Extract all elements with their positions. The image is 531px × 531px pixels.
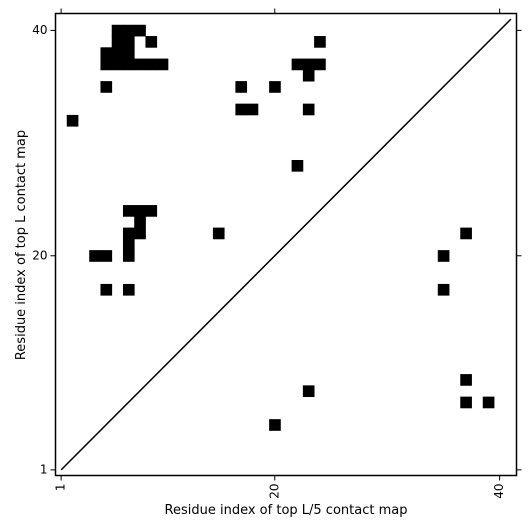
plot-frame xyxy=(54,12,518,477)
contact-cell xyxy=(111,24,124,37)
y-tick-label: 1 xyxy=(40,462,48,476)
y-axis-label: Residue index of top L contact map xyxy=(14,130,29,360)
diagonal-line xyxy=(60,18,512,471)
contact-cell xyxy=(100,250,113,262)
contact-cell xyxy=(314,36,326,48)
contact-cell xyxy=(482,396,495,409)
contact-cell xyxy=(212,227,225,240)
plot-area xyxy=(55,13,517,476)
x-tick-label: 40 xyxy=(492,484,506,499)
x-tick-label: 20 xyxy=(267,484,281,499)
contact-cell xyxy=(235,103,248,116)
contact-cell xyxy=(145,58,158,71)
contact-cell xyxy=(156,58,169,71)
contact-cell xyxy=(100,81,113,93)
x-axis-label: Residue index of top L/5 contact map xyxy=(165,503,408,518)
contact-cell xyxy=(111,36,124,48)
contact-cell xyxy=(100,47,113,59)
x-tick-label: 1 xyxy=(54,484,68,492)
axis-ticks: 1 20 40 1 20 40 xyxy=(32,8,522,499)
contact-cell xyxy=(122,227,135,240)
contact-cell xyxy=(302,58,315,71)
contact-cell xyxy=(134,24,146,37)
y-tick-label: 40 xyxy=(32,23,47,37)
contact-cell xyxy=(122,47,135,59)
contact-cell xyxy=(122,283,135,296)
contact-cell xyxy=(314,58,326,71)
contact-cell xyxy=(302,385,315,398)
contact-cell xyxy=(134,227,146,240)
contact-cell xyxy=(134,58,146,71)
contact-cell xyxy=(122,238,135,251)
contact-cell xyxy=(246,103,259,116)
contact-cell xyxy=(122,58,135,71)
contact-cell xyxy=(460,227,472,240)
contact-cell xyxy=(134,205,146,217)
contact-cell xyxy=(100,58,113,71)
contact-cell xyxy=(122,250,135,262)
y-tick-label: 20 xyxy=(32,248,47,262)
contact-cell xyxy=(437,250,450,262)
contact-cell xyxy=(291,159,304,172)
contact-cell xyxy=(460,374,472,386)
contact-cell xyxy=(122,36,135,48)
contact-cell xyxy=(269,81,281,93)
contact-cell xyxy=(122,205,135,217)
contact-cell xyxy=(122,24,135,37)
contact-cell xyxy=(66,114,79,127)
contact-cell xyxy=(460,396,472,409)
contact-cell xyxy=(302,103,315,116)
contact-cell xyxy=(145,205,158,217)
contact-cell xyxy=(134,216,146,228)
contact-cell xyxy=(111,47,124,59)
contact-cell xyxy=(235,81,248,93)
contact-cell xyxy=(269,419,281,431)
contact-cell xyxy=(291,58,304,71)
contact-cell xyxy=(111,58,124,71)
contact-cell xyxy=(145,36,158,48)
contact-cell xyxy=(302,69,315,82)
contact-cell xyxy=(437,283,450,296)
contact-cell xyxy=(89,250,101,262)
contact-cell xyxy=(100,283,113,296)
